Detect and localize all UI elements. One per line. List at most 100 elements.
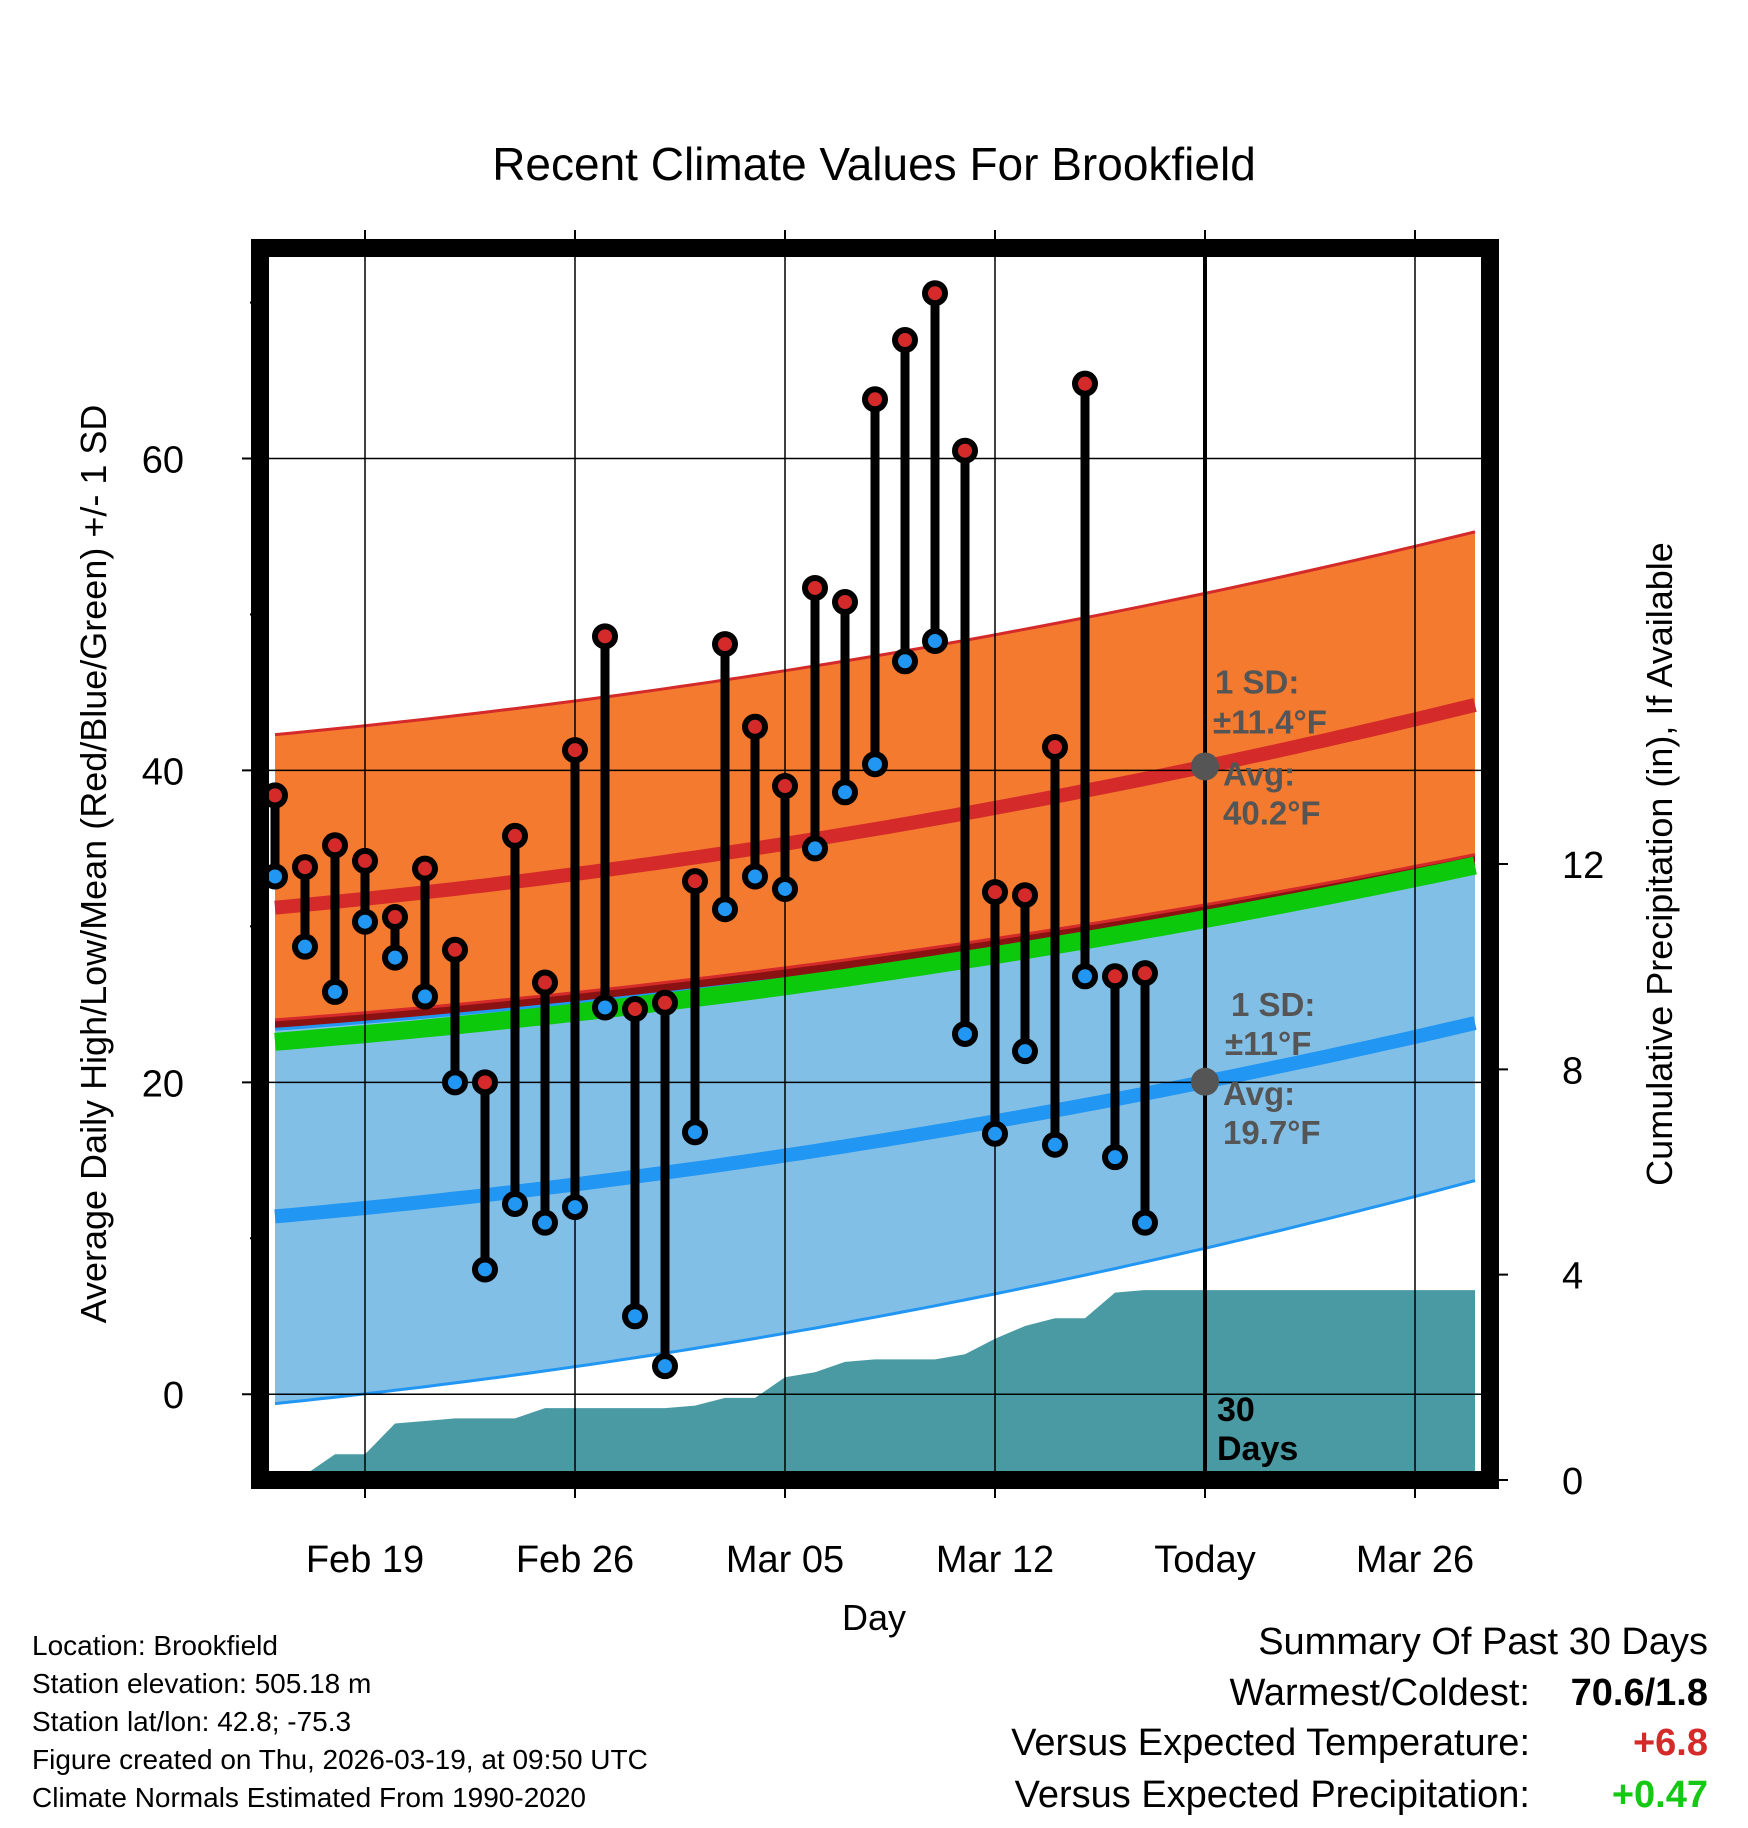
high-avg-line [274,698,1477,915]
summary-warmest-row: Warmest/Coldest: 70.6/1.8 [1229,1672,1708,1715]
low-sd-lower-line [274,1179,1476,1406]
meta-normals: Climate Normals Estimated From 1990-2020 [32,1782,586,1813]
low-point [802,835,828,862]
low-point [622,1303,648,1330]
low-avg-value: 19.7°F [1223,1114,1321,1151]
high-point [622,996,648,1023]
y-tick-label: 60 [142,440,184,482]
low-point [712,896,738,923]
meta-created: Figure created on Thu, 2026-03-19, at 09… [32,1744,648,1775]
summary-precip-label: Versus Expected Precipitation: [1014,1774,1530,1816]
y2-axis-label: Cumulative Precipitation (in), If Availa… [1639,542,1680,1186]
high-point [352,847,378,874]
high-point [982,879,1008,906]
summary-temp-value: +6.8 [1632,1722,1708,1764]
high-point [322,832,348,859]
low-point [862,751,888,778]
low-point [952,1020,978,1047]
high-avg-label: Avg: [1223,755,1295,792]
low-point [412,983,438,1010]
meta-latlon: Station lat/lon: 42.8; -75.3 [32,1706,352,1737]
low-point [562,1194,588,1221]
y-tick-label: 40 [142,751,184,793]
high-point [832,589,858,616]
high-point [412,855,438,882]
plot-frame [251,239,1499,1489]
low-sd-value: ±11°F [1225,1025,1311,1062]
x-tick-label: Mar 26 [1356,1539,1474,1581]
low-point [352,908,378,935]
meta-elevation: Station elevation: 505.18 m [32,1668,372,1699]
x-tick-label: Mar 05 [726,1539,844,1581]
overlap-band [275,854,1475,1030]
low-point [1012,1038,1038,1065]
low-point [742,863,768,890]
high-point [382,904,408,931]
low-avg-label: Avg: [1223,1075,1295,1112]
high-point [562,737,588,764]
high-sd-label: 1 SD: [1215,663,1299,700]
low-point [502,1190,528,1217]
low-point [592,994,618,1021]
summary-title: Summary Of Past 30 Days [1258,1621,1708,1663]
y2-tick-label: 0 [1562,1461,1583,1503]
low-point [322,978,348,1005]
high-point [502,822,528,849]
high-point [652,989,678,1016]
high-point [1042,734,1068,761]
today-days-label-2: Days [1217,1430,1298,1468]
y-tick-label: 0 [163,1375,184,1417]
low-point [1072,963,1098,990]
high-point [592,623,618,650]
summary-warmest-value: 70.6/1.8 [1570,1672,1708,1714]
y2-tick-label: 8 [1562,1050,1583,1092]
low-point [532,1209,558,1236]
y2-tick-label: 12 [1562,845,1604,887]
y2-tick-label: 4 [1562,1256,1583,1298]
low-point [442,1069,468,1096]
low-point [652,1353,678,1380]
low-point [922,627,948,654]
high-point [1132,960,1158,987]
x-tick-label: Feb 19 [306,1539,424,1581]
high-avg-marker [1191,752,1219,781]
x-tick-label: Mar 12 [936,1539,1054,1581]
high-sd-value: ±11.4°F [1213,703,1327,740]
high-point [772,773,798,800]
low-avg-line [274,1016,1477,1224]
low-avg-marker [1191,1067,1219,1096]
high-point [1072,370,1098,397]
low-point [832,779,858,806]
high-point [1102,963,1128,990]
low-point [292,933,318,960]
x-axis-label: Day [842,1597,906,1638]
today-days-label: 30 [1217,1391,1255,1429]
low-point [772,875,798,902]
x-tick-label: Today [1154,1539,1255,1581]
summary-precip-value: +0.47 [1611,1774,1708,1816]
high-point [952,437,978,464]
high-point [472,1069,498,1096]
low-point [1102,1144,1128,1171]
summary-temp-label: Versus Expected Temperature: [1011,1722,1530,1764]
high-point [532,969,558,996]
low-point [682,1119,708,1146]
high-point [1012,882,1038,909]
summary-warmest-label: Warmest/Coldest: [1229,1672,1530,1714]
high-point [682,868,708,895]
high-avg-value: 40.2°F [1223,794,1321,831]
high-sd-lower-line [274,853,1476,1022]
high-point [712,631,738,658]
high-point [862,386,888,413]
low-point [472,1256,498,1283]
mean-avg-line [274,856,1477,1051]
high-point [442,936,468,963]
chart-title: Recent Climate Values For Brookfield [492,138,1256,190]
low-point [1132,1209,1158,1236]
y-axis-label: Average Daily High/Low/Mean (Red/Blue/Gr… [73,405,114,1324]
high-point [742,713,768,740]
summary-temp-row: Versus Expected Temperature: +6.8 [1011,1722,1708,1765]
meta-location: Location: Brookfield [32,1630,278,1661]
low-point [1042,1131,1068,1158]
